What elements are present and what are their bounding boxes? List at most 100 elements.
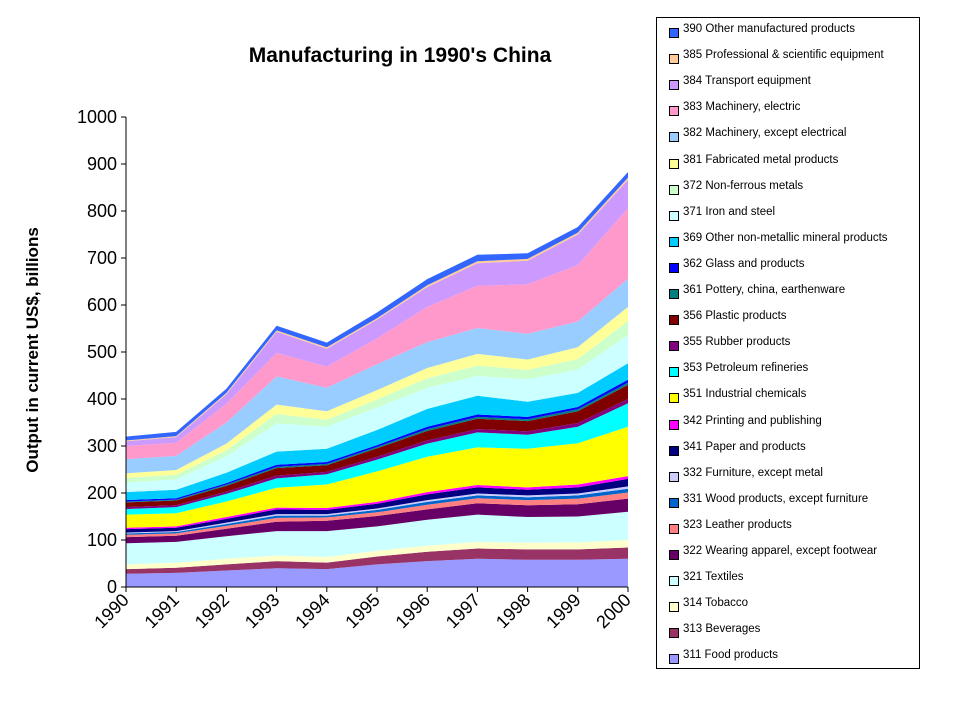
legend-swatch: [669, 210, 679, 221]
legend-item-384-transport-equipment: 384 Transport equipment: [663, 74, 917, 100]
legend-label: 390 Other manufactured products: [683, 23, 855, 35]
x-tick-label: 1998: [492, 590, 534, 632]
legend-swatch: [669, 315, 679, 326]
legend-label: 323 Leather products: [683, 518, 792, 531]
chart: Manufacturing in 1990's China 0 100 200 300…: [23, 44, 635, 632]
legend: 390 Other manufactured products 385 Profe…: [656, 17, 920, 669]
legend-swatch: [669, 262, 679, 273]
area-series-313-beverages: [126, 547, 628, 574]
legend-item-369-other-non-metallic-mineral-products: 369 Other non-metallic mineral products: [663, 231, 917, 257]
legend-item-321-textiles: 321 Textiles: [663, 570, 917, 596]
legend-item-383-machinery-electric: 383 Machinery, electric: [663, 100, 917, 126]
x-tick-label: 1997: [442, 590, 484, 632]
legend-label: 362 Glass and products: [683, 257, 805, 270]
legend-swatch: [669, 576, 679, 587]
area-series-381-fabricated-metal-products: [126, 306, 628, 478]
legend-swatch: [669, 445, 679, 456]
legend-swatch: [669, 80, 679, 91]
legend-label: 331 Wood products, except furniture: [683, 492, 869, 505]
legend-swatch: [669, 471, 679, 482]
x-tick-label: 1992: [191, 590, 233, 632]
y-tick-label: 800: [87, 201, 117, 221]
legend-swatch: [669, 106, 679, 117]
area-series-383-machinery-electric: [126, 208, 628, 460]
y-tick-label: 100: [87, 530, 117, 550]
legend-swatch: [669, 289, 679, 299]
legend-label: 311 Food products: [683, 649, 779, 662]
legend-item-381-fabricated-metal-products: 381 Fabricated metal products: [663, 153, 917, 179]
legend-swatch: [669, 628, 679, 639]
y-tick-label: 0: [107, 577, 117, 597]
legend-item-341-paper-and-products: 341 Paper and products: [663, 440, 917, 466]
x-tick-label: 2000: [592, 590, 634, 632]
area-series-342-printing-and-publishing: [126, 476, 628, 530]
legend-item-385-professional-scientific-equipment: 385 Professional & scientific equipment: [663, 48, 917, 74]
legend-label: 353 Petroleum refineries: [683, 362, 809, 375]
legend-swatch: [669, 367, 679, 378]
legend-label: 356 Plastic products: [683, 310, 787, 323]
legend-item-342-printing-and-publishing: 342 Printing and publishing: [663, 414, 917, 440]
y-tick-label: 200: [87, 483, 117, 503]
legend-label: 384 Transport equipment: [683, 75, 811, 88]
x-tick-label: 1994: [291, 590, 333, 632]
legend-label: 382 Machinery, except electrical: [683, 127, 847, 140]
area-series-314-tobacco: [126, 540, 628, 570]
legend-label: 355 Rubber products: [683, 336, 791, 349]
legend-item-355-rubber-products: 355 Rubber products: [663, 335, 917, 361]
area-series-353-petroleum-refineries: [126, 403, 628, 515]
legend-item-322-wearing-apparel-except-footwear: 322 Wearing apparel, except footwear: [663, 544, 917, 570]
area-series-341-paper-and-products: [126, 478, 628, 533]
y-tick-label: 1000: [77, 107, 117, 127]
area-series-369-other-non-metallic-mineral-products: [126, 363, 628, 501]
x-tick-label: 1995: [341, 590, 383, 632]
legend-item-332-furniture-except-metal: 332 Furniture, except metal: [663, 466, 917, 492]
chart-title: Manufacturing in 1990's China: [249, 44, 552, 67]
legend-swatch: [669, 236, 679, 247]
legend-label: 322 Wearing apparel, except footwear: [683, 545, 878, 557]
x-tick-label: 1996: [392, 590, 434, 632]
legend-item-382-machinery-except-electrical: 382 Machinery, except electrical: [663, 126, 917, 152]
legend-swatch: [669, 654, 679, 665]
legend-item-353-petroleum-refineries: 353 Petroleum refineries: [663, 361, 917, 387]
legend-label: 385 Professional & scientific equipment: [683, 49, 884, 62]
legend-item-390-other-manufactured-products: 390 Other manufactured products: [663, 22, 917, 48]
legend-label: 342 Printing and publishing: [683, 414, 822, 427]
area-series-372-non-ferrous-metals: [126, 321, 628, 483]
legend-swatch: [669, 158, 679, 169]
legend-label: 369 Other non-metallic mineral products: [683, 231, 888, 244]
y-tick-label: 400: [87, 389, 117, 409]
legend-item-362-glass-and-products: 362 Glass and products: [663, 257, 917, 283]
legend-label: 332 Furniture, except metal: [683, 466, 823, 479]
legend-item-311-food-products: 311 Food products: [663, 648, 917, 674]
legend-swatch: [669, 523, 679, 534]
legend-item-361-pottery-china-earthenware: 361 Pottery, china, earthenware: [663, 283, 917, 309]
legend-swatch: [669, 497, 679, 508]
area-series-351-industrial-chemicals: [126, 426, 628, 528]
legend-item-356-plastic-products: 356 Plastic products: [663, 309, 917, 335]
area-series-371-iron-and-steel: [126, 335, 628, 493]
legend-label: 381 Fabricated metal products: [683, 153, 839, 166]
legend-item-371-iron-and-steel: 371 Iron and steel: [663, 205, 917, 231]
plot-areas: [126, 172, 628, 587]
x-tick-label: 1999: [542, 590, 584, 632]
x-tick-label: 1990: [90, 590, 132, 632]
area-series-331-wood-products-except-furniture: [126, 488, 628, 535]
y-tick-label: 600: [87, 295, 117, 315]
legend-label: 361 Pottery, china, earthenware: [683, 284, 846, 296]
legend-item-331-wood-products-except-furniture: 331 Wood products, except furniture: [663, 492, 917, 518]
legend-item-323-leather-products: 323 Leather products: [663, 518, 917, 544]
legend-label: 313 Beverages: [683, 623, 761, 636]
legend-label: 341 Paper and products: [683, 440, 806, 453]
area-series-311-food-products: [126, 558, 628, 587]
legend-swatch: [669, 54, 679, 65]
legend-swatch: [669, 393, 679, 404]
y-tick-label: 300: [87, 436, 117, 456]
y-tick-label: 700: [87, 248, 117, 268]
area-series-382-machinery-except-electrical: [126, 278, 628, 474]
legend-swatch: [669, 132, 679, 143]
area-series-321-textiles: [126, 511, 628, 565]
legend-swatch: [669, 419, 679, 430]
legend-label: 372 Non-ferrous metals: [683, 179, 804, 192]
x-tick-label: 1991: [141, 590, 183, 632]
legend-swatch: [669, 28, 679, 38]
